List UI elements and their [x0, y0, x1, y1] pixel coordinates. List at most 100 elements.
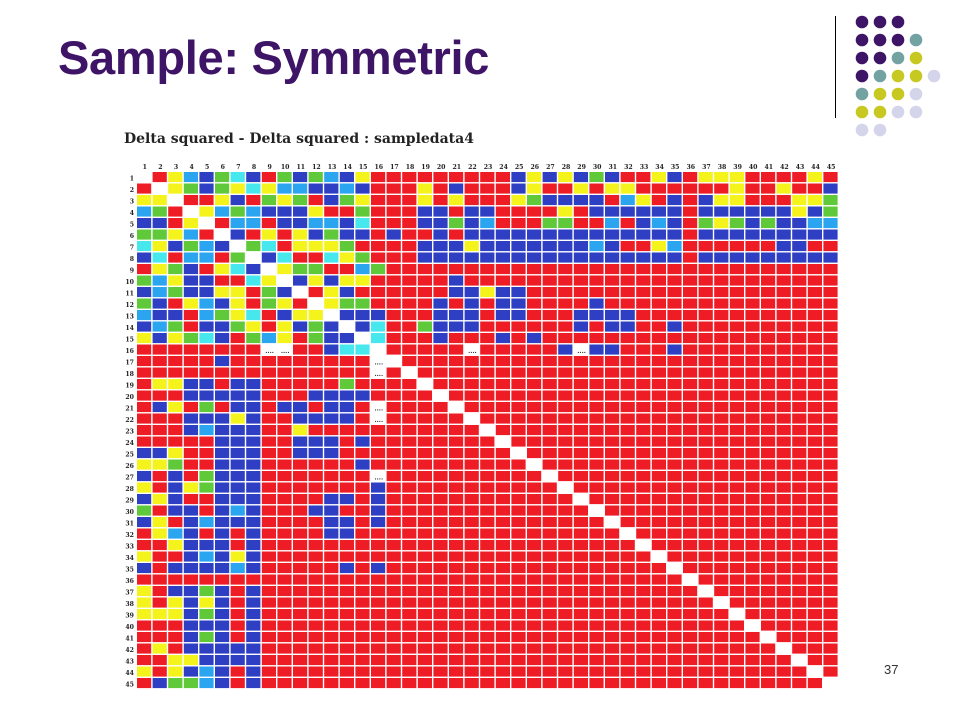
heatmap-cell [230, 390, 245, 401]
heatmap-cell [339, 390, 354, 401]
heatmap-cell [293, 218, 308, 229]
heatmap-cell [542, 390, 557, 401]
heatmap-cell [308, 597, 323, 608]
heatmap-cell [558, 367, 573, 378]
heatmap-cell [339, 586, 354, 597]
heatmap-cell [215, 367, 230, 378]
heatmap-cell [246, 310, 261, 321]
heatmap-cell [449, 287, 464, 298]
heatmap-cell [183, 195, 198, 206]
heatmap-cell [386, 264, 401, 275]
heatmap-cell [589, 586, 604, 597]
heatmap-cell [215, 448, 230, 459]
heatmap-cell [636, 367, 651, 378]
heatmap-cell [246, 494, 261, 505]
heatmap-cell [527, 241, 542, 252]
heatmap-cell [199, 379, 214, 390]
column-label: 45 [827, 164, 836, 171]
heatmap-cell [168, 356, 183, 367]
heatmap-cell [230, 333, 245, 344]
heatmap-cell [823, 655, 838, 666]
heatmap-cell [324, 643, 339, 654]
heatmap-cell [324, 620, 339, 631]
heatmap-cell [636, 517, 651, 528]
heatmap-cell [464, 390, 479, 401]
heatmap-cell [636, 632, 651, 643]
heatmap-cell [324, 379, 339, 390]
heatmap-cell [542, 229, 557, 240]
heatmap-cell [449, 229, 464, 240]
heatmap-cell [823, 298, 838, 309]
heatmap-cell [636, 436, 651, 447]
heatmap-cell [480, 344, 495, 355]
row-label: 10 [125, 279, 134, 286]
heatmap-cell [386, 172, 401, 183]
heatmap-cell [651, 574, 666, 585]
heatmap-cell [792, 482, 807, 493]
heatmap-cell [402, 413, 417, 424]
heatmap-cell [261, 586, 276, 597]
heatmap-cell [527, 402, 542, 413]
heatmap-cell [215, 459, 230, 470]
heatmap-cell [605, 436, 620, 447]
heatmap-cell [542, 310, 557, 321]
heatmap-cell [371, 229, 386, 240]
heatmap-cell [324, 321, 339, 332]
heatmap-cell [402, 666, 417, 677]
heatmap-cell [355, 643, 370, 654]
heatmap-cell [324, 632, 339, 643]
heatmap-cell [667, 367, 682, 378]
heatmap-cell [464, 183, 479, 194]
heatmap-cell [589, 540, 604, 551]
heatmap-cell [698, 379, 713, 390]
heatmap-cell [714, 517, 729, 528]
heatmap-cell [542, 632, 557, 643]
heatmap-cell [417, 678, 432, 689]
heatmap-missing-cell: .... [265, 348, 274, 355]
heatmap-cell [776, 195, 791, 206]
heatmap-cell [792, 390, 807, 401]
heatmap-cell [339, 310, 354, 321]
heatmap-cell [714, 459, 729, 470]
heatmap-cell [199, 655, 214, 666]
heatmap-cell [417, 505, 432, 516]
row-label: 24 [125, 440, 134, 447]
heatmap-cell [683, 310, 698, 321]
heatmap-cell [605, 528, 620, 539]
heatmap-cell [683, 620, 698, 631]
heatmap-cell [277, 206, 292, 217]
column-label: 41 [764, 164, 773, 171]
heatmap-cell [573, 505, 588, 516]
heatmap-cell [558, 344, 573, 355]
heatmap-cell [417, 563, 432, 574]
heatmap-cell [449, 379, 464, 390]
heatmap-cell [511, 666, 526, 677]
heatmap-cell [558, 413, 573, 424]
heatmap-cell [527, 643, 542, 654]
heatmap-cell [355, 229, 370, 240]
heatmap-cell [261, 321, 276, 332]
heatmap-cell [511, 390, 526, 401]
heatmap-cell [308, 264, 323, 275]
heatmap-cell [371, 609, 386, 620]
heatmap-cell [761, 517, 776, 528]
heatmap-cell [761, 413, 776, 424]
heatmap-cell [698, 310, 713, 321]
heatmap-cell [433, 436, 448, 447]
heatmap-cell [495, 482, 510, 493]
heatmap-cell [168, 586, 183, 597]
heatmap-cell [558, 643, 573, 654]
heatmap-cell [168, 678, 183, 689]
heatmap-cell [761, 528, 776, 539]
heatmap-cell [729, 241, 744, 252]
heatmap-cell [698, 298, 713, 309]
heatmap-cell [215, 425, 230, 436]
heatmap-cell [277, 195, 292, 206]
heatmap-cell [183, 344, 198, 355]
heatmap-cell [293, 471, 308, 482]
column-label: 33 [640, 164, 649, 171]
heatmap-cell [542, 528, 557, 539]
heatmap-cell [339, 471, 354, 482]
heatmap-cell [745, 678, 760, 689]
heatmap-cell [636, 597, 651, 608]
